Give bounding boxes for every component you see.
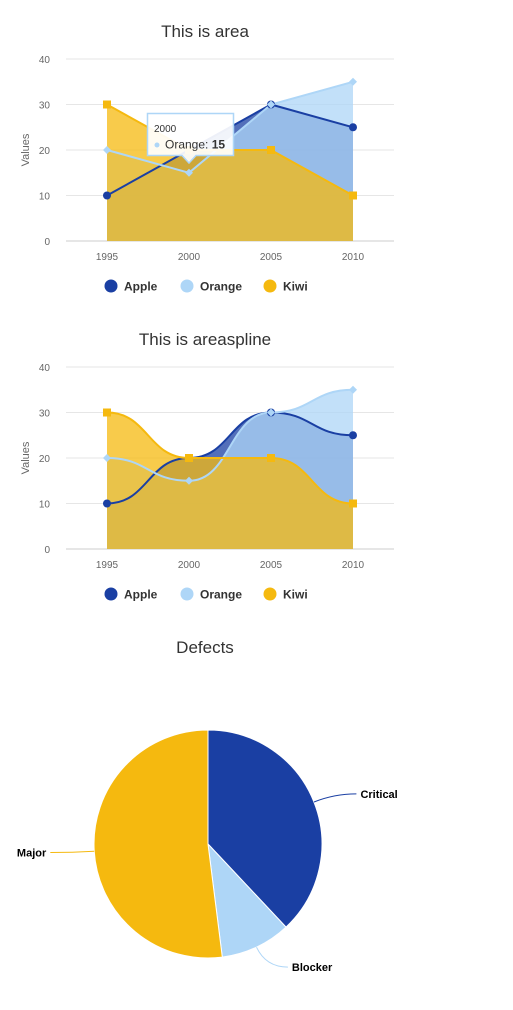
data-point-kiwi[interactable] [349, 191, 357, 200]
legend-symbol [263, 279, 277, 293]
data-point-orange[interactable] [267, 100, 275, 109]
y-tick-label: 40 [39, 363, 51, 374]
connector-major [50, 850, 95, 853]
legend-item-orange[interactable]: Orange [180, 279, 243, 294]
slice-label-major: Major [17, 848, 47, 860]
legend-label: Apple [124, 588, 158, 602]
legend-item-orange[interactable]: Orange [180, 587, 243, 602]
y-tick-label: 10 [39, 192, 51, 203]
x-tick-label: 2010 [342, 560, 365, 571]
legend-symbol [180, 279, 194, 293]
data-point-apple[interactable] [349, 431, 357, 440]
pie-slice-major[interactable] [93, 729, 223, 959]
x-tick-label: 2010 [342, 252, 365, 263]
legend-item-apple[interactable]: Apple [104, 587, 158, 602]
x-tick-label: 2000 [178, 252, 201, 263]
legend-item-kiwi[interactable]: Kiwi [263, 587, 308, 602]
data-point-kiwi[interactable] [267, 454, 275, 462]
legend-symbol [104, 587, 118, 601]
data-point-orange[interactable] [349, 385, 357, 394]
pie-chart: Defects Critical Blocker Major [17, 638, 398, 974]
tooltip-series-dot [154, 142, 160, 148]
data-point-kiwi[interactable] [185, 454, 193, 462]
slice-label-critical: Critical [360, 789, 397, 801]
y-tick-label: 10 [39, 500, 51, 511]
y-tick-label: 20 [39, 454, 51, 465]
connector-blocker [256, 946, 288, 968]
legend-label: Orange [200, 588, 242, 602]
legend-symbol [263, 587, 277, 601]
tooltip-value: 15 [212, 138, 226, 152]
legend-item-apple[interactable]: Apple [104, 279, 158, 294]
data-point-orange[interactable] [185, 476, 193, 485]
chart-title: This is area [161, 22, 249, 41]
pie-slice-blocker[interactable] [207, 842, 287, 958]
chart-title: Defects [176, 638, 234, 657]
data-point-orange[interactable] [349, 77, 357, 86]
y-axis-label: Values [20, 441, 32, 474]
data-point-kiwi[interactable] [103, 408, 111, 417]
x-tick-label: 2005 [260, 560, 283, 571]
y-axis-label: Values [20, 133, 32, 166]
x-tick-label: 1995 [96, 252, 119, 263]
data-point-apple[interactable] [103, 191, 111, 200]
data-point-orange[interactable] [103, 454, 111, 462]
legend-symbol [180, 587, 194, 601]
data-point-orange[interactable] [185, 168, 193, 177]
data-point-apple[interactable] [349, 123, 357, 132]
series-line-kiwi [106, 411, 354, 505]
series-line-orange [106, 388, 354, 482]
y-tick-label: 20 [39, 146, 51, 157]
legend-label: Orange [200, 280, 242, 294]
pie-slice-critical[interactable] [207, 729, 323, 928]
chart-title: This is areaspline [139, 330, 271, 349]
y-tick-label: 0 [44, 237, 50, 248]
areaspline-chart: This is areaspline Values 0 10 20 30 40 1995 2… [20, 330, 394, 602]
y-tick-label: 30 [39, 409, 51, 420]
slice-label-blocker: Blocker [292, 962, 333, 974]
tooltip-header: 2000 [154, 124, 177, 135]
x-tick-label: 2005 [260, 252, 283, 263]
data-point-orange[interactable] [103, 146, 111, 154]
legend-label: Apple [124, 280, 158, 294]
area-fill-kiwi [107, 412, 353, 549]
series-line-apple [106, 411, 354, 505]
data-point-kiwi[interactable] [267, 146, 275, 154]
legend-label: Kiwi [283, 280, 308, 294]
data-point-kiwi[interactable] [103, 100, 111, 109]
legend-item-kiwi[interactable]: Kiwi [263, 279, 308, 294]
data-point-orange[interactable] [267, 408, 275, 417]
x-tick-label: 1995 [96, 560, 119, 571]
x-tick-label: 2000 [178, 560, 201, 571]
y-tick-label: 0 [44, 545, 50, 556]
y-tick-label: 30 [39, 101, 51, 112]
tooltip-separator: : [205, 138, 212, 152]
y-tick-label: 40 [39, 55, 51, 66]
tooltip-series-name: Orange [165, 138, 205, 152]
data-point-kiwi[interactable] [349, 499, 357, 508]
tooltip-value-line: Orange: 15 [165, 138, 225, 152]
tooltip: 2000 Orange: 15 [146, 112, 235, 165]
legend-symbol [104, 279, 118, 293]
legend-label: Kiwi [283, 588, 308, 602]
connector-critical [313, 793, 357, 803]
data-point-apple[interactable] [103, 499, 111, 508]
